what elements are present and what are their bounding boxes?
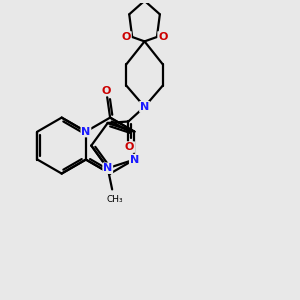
Text: N: N [81, 127, 91, 136]
Text: O: O [101, 85, 110, 95]
Text: O: O [122, 32, 131, 42]
Text: N: N [130, 154, 139, 165]
Text: N: N [140, 102, 149, 112]
Text: N: N [103, 163, 112, 173]
Text: CH₃: CH₃ [106, 195, 123, 204]
Text: O: O [158, 32, 167, 42]
Text: O: O [125, 142, 134, 152]
